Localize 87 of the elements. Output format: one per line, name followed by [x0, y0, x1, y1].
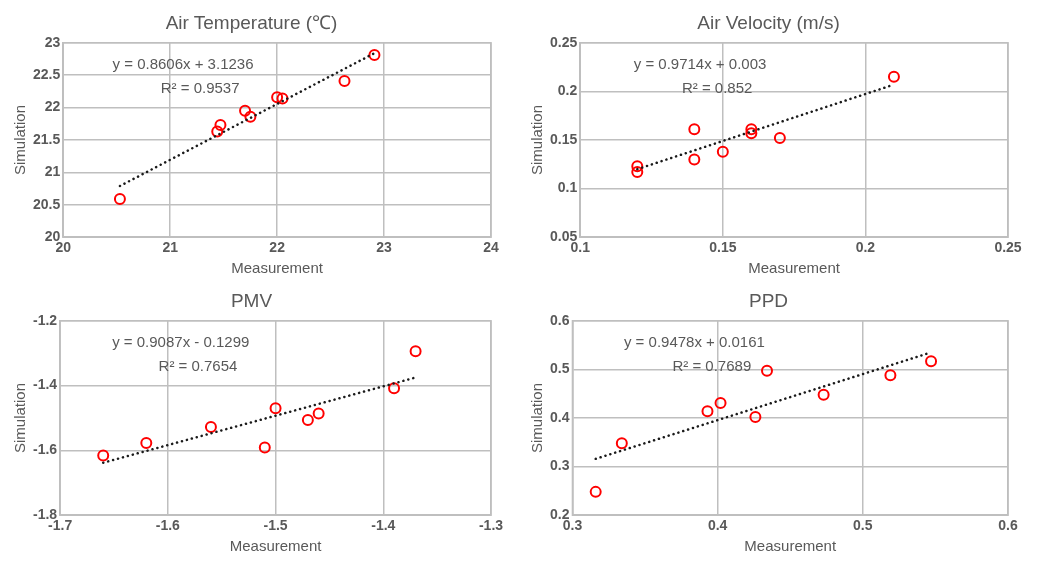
- x-tick-label: -1.3: [478, 517, 504, 534]
- point: [817, 388, 830, 401]
- x-axis-title: Measurement: [229, 537, 323, 555]
- x-tick-label: -1.4: [371, 517, 396, 534]
- y-tick-label: 22.5: [33, 66, 61, 83]
- annotation: y = 0.9087x - 0.1299: [112, 332, 250, 350]
- x-axis-title: Measurement: [231, 259, 324, 277]
- y-tick-label: 0.4: [549, 408, 570, 425]
- point: [271, 91, 284, 104]
- x-axis-title: Measurement: [748, 259, 841, 277]
- point: [368, 49, 381, 62]
- point: [761, 364, 773, 377]
- x-tick-label: -1.5: [263, 517, 288, 534]
- annotation: R² = 0.7654: [158, 356, 238, 374]
- annotation: y = 0.9478x + 0.0161: [623, 332, 765, 350]
- x-tick-label: 0.5: [853, 517, 873, 534]
- y-tick-label: 21: [44, 163, 61, 180]
- point: [239, 104, 252, 117]
- point: [749, 411, 762, 424]
- point: [688, 153, 701, 166]
- x-tick-label: 0.15: [709, 239, 737, 256]
- point: [773, 132, 786, 145]
- point: [631, 166, 644, 179]
- y-tick-label: 23: [44, 33, 61, 50]
- y-axis-title: Simulation: [528, 104, 546, 176]
- point: [244, 110, 257, 123]
- point: [214, 119, 227, 132]
- point: [140, 436, 153, 449]
- y-tick-label: -1.6: [33, 441, 58, 458]
- x-axis-title: Measurement: [744, 537, 837, 555]
- point: [269, 402, 282, 415]
- point: [258, 441, 271, 454]
- x-tick-label: 21: [162, 239, 179, 256]
- annotation: R² = 0.852: [681, 78, 753, 96]
- y-tick-label: 21.5: [33, 130, 61, 147]
- y-tick-label: -1.4: [33, 376, 58, 393]
- y-axis-title: Simulation: [11, 104, 29, 176]
- x-tick-label: 23: [376, 239, 393, 256]
- y-axis-title: Simulation: [11, 382, 29, 454]
- point: [204, 421, 217, 434]
- point: [211, 125, 224, 138]
- annotation: y = 0.9714x + 0.003: [633, 54, 767, 72]
- chart-title: Air Velocity (m/s): [697, 11, 840, 33]
- chart-title: Air Temperature (℃): [165, 11, 338, 33]
- annotation: y = 0.8606x + 3.1236: [112, 54, 254, 72]
- point: [887, 70, 900, 83]
- point: [409, 345, 422, 358]
- x-tick-label: 0.4: [707, 517, 728, 534]
- annotation: R² = 0.9537: [160, 78, 240, 96]
- y-tick-label: 20.5: [33, 195, 61, 212]
- point: [97, 449, 110, 462]
- y-tick-label: 0.2: [557, 82, 578, 99]
- x-tick-label: 24: [483, 239, 499, 256]
- x-tick-label: 22: [269, 239, 286, 256]
- y-tick-label: 0.6: [549, 311, 570, 328]
- point: [631, 160, 644, 173]
- point: [688, 123, 701, 136]
- y-tick-label: 0.5: [549, 360, 570, 377]
- point: [716, 145, 729, 158]
- y-axis-title: Simulation: [528, 382, 546, 454]
- y-tick-label: 0.3: [549, 457, 570, 474]
- chart-title: PMV: [230, 289, 273, 311]
- x-tick-label: 0.6: [998, 517, 1018, 534]
- point: [714, 396, 727, 409]
- x-tick-label: 0.2: [855, 239, 876, 256]
- point: [388, 382, 401, 395]
- point: [276, 92, 289, 105]
- point: [701, 405, 714, 418]
- point: [589, 485, 602, 498]
- y-tick-label: 0.15: [550, 130, 578, 147]
- chart-title: PPD: [748, 289, 789, 311]
- y-tick-label: 0.25: [550, 33, 578, 50]
- point: [745, 123, 758, 136]
- y-tick-label: -1.2: [33, 311, 58, 328]
- y-tick-label: 22: [44, 98, 61, 115]
- point: [925, 355, 938, 368]
- point: [615, 437, 628, 450]
- y-tick-label: 0.1: [557, 179, 578, 196]
- annotation: R² = 0.7689: [672, 356, 752, 374]
- x-tick-label: -1.6: [155, 517, 181, 534]
- point: [884, 369, 897, 382]
- point: [338, 75, 351, 88]
- point: [312, 407, 325, 420]
- point: [113, 192, 126, 205]
- point: [301, 413, 314, 426]
- point: [745, 127, 758, 140]
- x-tick-label: 0.25: [994, 239, 1022, 256]
